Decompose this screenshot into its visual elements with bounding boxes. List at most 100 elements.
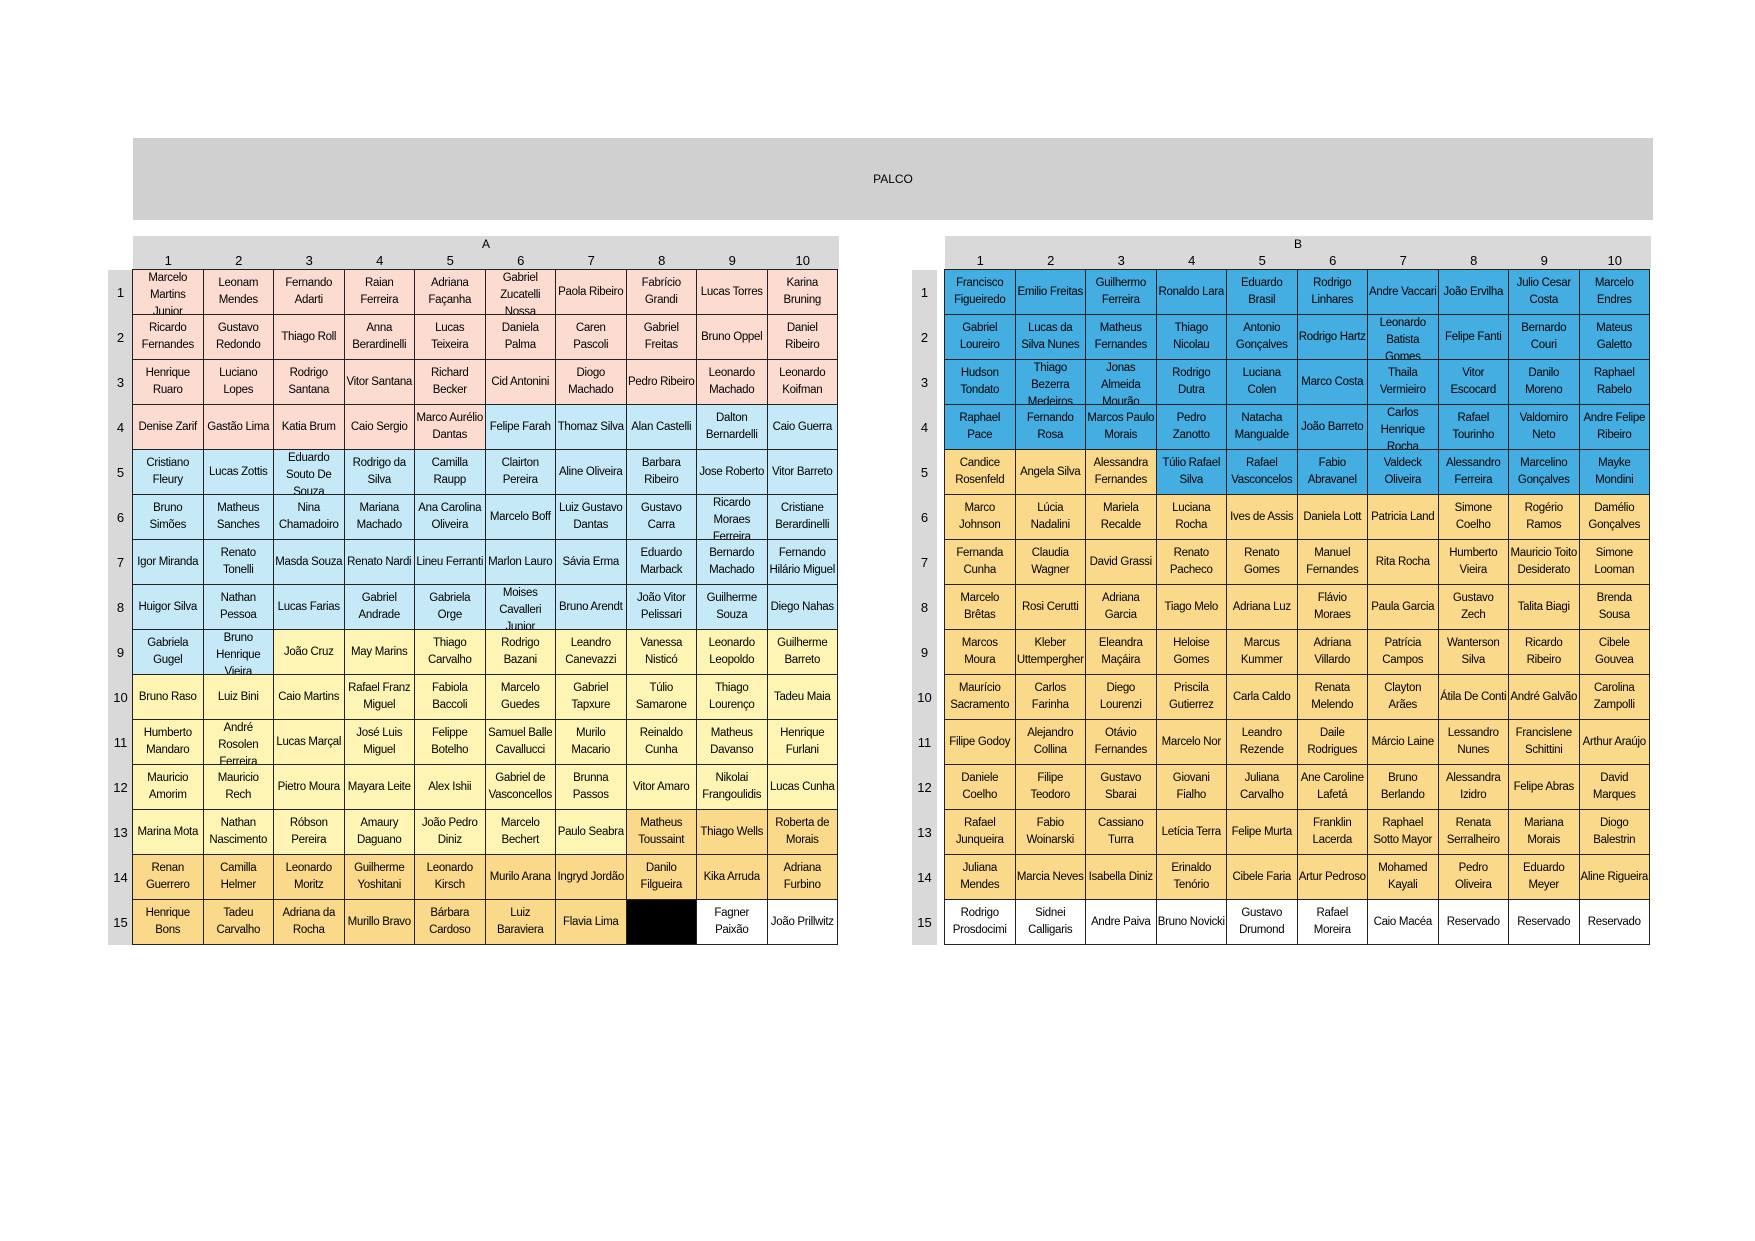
seat-cell: Adriana Villardo bbox=[1297, 630, 1368, 675]
seat-name: Túlio Rafael Silva bbox=[1162, 457, 1221, 486]
row-number: 4 bbox=[920, 420, 929, 435]
seat-name: Clayton Arães bbox=[1384, 682, 1422, 711]
seat-cell: David Marques bbox=[1579, 765, 1650, 810]
seat-name: Adriana da Rocha bbox=[282, 907, 336, 936]
seat-name: Barbara Ribeiro bbox=[641, 457, 681, 486]
seat-cell: Fabio Woinarski bbox=[1015, 810, 1086, 855]
seat-cell: Lucas Cunha bbox=[767, 765, 838, 810]
seat-cell: Karina Bruning bbox=[767, 270, 838, 315]
seat-cell: André Rosolen Ferreira bbox=[203, 720, 274, 765]
seat-cell: Mohamed Kayali bbox=[1368, 855, 1439, 900]
seat-name: Lucas Cunha bbox=[770, 780, 835, 793]
seat-name: Diogo Machado bbox=[568, 367, 614, 396]
column-number: 9 bbox=[1540, 253, 1548, 268]
seat-name: Fabrício Grandi bbox=[641, 277, 681, 306]
column-number: 8 bbox=[658, 253, 666, 268]
seat-name: Bruno Raso bbox=[138, 690, 197, 703]
seat-cell: Rodrigo Santana bbox=[274, 360, 345, 405]
column-number: 6 bbox=[517, 253, 525, 268]
seat-name: André Rosolen Ferreira bbox=[218, 721, 259, 765]
seat-name: Cassiano Turra bbox=[1097, 817, 1144, 846]
seat-name: Raphael Rabelo bbox=[1593, 367, 1635, 396]
seat-name: Paulo Seabra bbox=[557, 825, 624, 838]
seat-name: Pedro Zanotto bbox=[1172, 412, 1210, 441]
seat-name: João Ervilha bbox=[1443, 285, 1504, 298]
seat-name: Felipe Farah bbox=[489, 420, 551, 433]
seat-name: Adriana Villardo bbox=[1313, 637, 1352, 666]
seat-cell: Renato Nardi bbox=[344, 540, 415, 585]
seat-name: Raian Ferreira bbox=[360, 277, 399, 306]
seat-name: Leonardo Moritz bbox=[285, 862, 333, 891]
seat-name: Eduardo Marback bbox=[640, 547, 683, 576]
seat-name: Matheus Fernandes bbox=[1094, 322, 1148, 351]
seat-name: Rodrigo da Silva bbox=[352, 457, 407, 486]
seat-cell: Rodrigo Dutra bbox=[1156, 360, 1227, 405]
row-number: 2 bbox=[116, 330, 125, 345]
seat-name: Felipe Fanti bbox=[1445, 330, 1502, 343]
seat-name: Marcelo Martins Junior bbox=[148, 271, 188, 315]
seat-cell: Murilo Macario bbox=[556, 720, 627, 765]
seat-cell: Gabriel Freitas bbox=[626, 315, 697, 360]
row-number: 3 bbox=[920, 375, 929, 390]
row-number: 6 bbox=[920, 510, 929, 525]
seat-cell: Daniel Ribeiro bbox=[767, 315, 838, 360]
seat-cell: João Barreto bbox=[1297, 405, 1368, 450]
seat-cell: Carlos Henrique Rocha bbox=[1368, 405, 1439, 450]
seat-name: Luiz Baraviera bbox=[496, 907, 544, 936]
seat-name: Guilherme Yoshitani bbox=[354, 862, 405, 891]
seat-name: Ricardo Moraes Ferreira bbox=[712, 496, 751, 540]
seat-name: Carla Caldo bbox=[1233, 690, 1291, 703]
seat-cell: Franklin Lacerda bbox=[1297, 810, 1368, 855]
seat-name: Vitor Escocard bbox=[1450, 367, 1497, 396]
seat-name: Lucas Zottis bbox=[209, 465, 268, 478]
seat-cell: Gastão Lima bbox=[203, 405, 274, 450]
seat-cell: Diogo Machado bbox=[556, 360, 627, 405]
seat-name: Mohamed Kayali bbox=[1378, 862, 1428, 891]
seat-name: Bruno Simões bbox=[149, 502, 187, 531]
seat-name: Priscila Gutierrez bbox=[1168, 682, 1214, 711]
seat-cell: Rodrigo Prosdocimi bbox=[945, 900, 1016, 945]
seat-cell: Rita Rocha bbox=[1368, 540, 1439, 585]
seat-cell: Rodrigo da Silva bbox=[344, 450, 415, 495]
seat-cell: Wanterson Silva bbox=[1438, 630, 1509, 675]
seat-name: Raphael Pace bbox=[959, 412, 1001, 441]
section-b-column-header: 1 2 3 4 5 6 7 8 9 10 bbox=[945, 251, 1651, 269]
seat-name: Antonio Gonçalves bbox=[1235, 322, 1288, 351]
seat-name: Thiago Lourenço bbox=[708, 682, 755, 711]
seat-cell: Patricia Land bbox=[1368, 495, 1439, 540]
seat-name: Túlio Samarone bbox=[635, 682, 687, 711]
seat-cell: Simone Looman bbox=[1579, 540, 1650, 585]
seat-name: Adriana Façanha bbox=[428, 277, 472, 306]
row-number: 12 bbox=[113, 780, 128, 795]
seat-name: Leonardo Koifman bbox=[779, 367, 826, 396]
seat-name: Andre Vaccari bbox=[1369, 285, 1437, 298]
seat-cell: Túlio Samarone bbox=[626, 675, 697, 720]
seat-cell: Valdeck Oliveira bbox=[1368, 450, 1439, 495]
section-a-row-header: 1 2 3 4 5 6 7 8 9 10 11 12 13 14 15 bbox=[108, 270, 133, 945]
seat-name: Murilo Macario bbox=[571, 727, 611, 756]
seat-cell: Adriana Luz bbox=[1227, 585, 1298, 630]
seat-name: Caio Sergio bbox=[350, 420, 408, 433]
seat-cell: Cibele Faria bbox=[1227, 855, 1298, 900]
seat-name: Lineu Ferranti bbox=[416, 555, 484, 568]
seat-cell: Cassiano Turra bbox=[1086, 810, 1157, 855]
seat-name: Bruno Arendt bbox=[558, 600, 623, 613]
seat-cell: Bruno Henrique Vieira bbox=[203, 630, 274, 675]
seat-name: Giovani Fialho bbox=[1172, 772, 1210, 801]
seat-name: Alessandra Izidro bbox=[1445, 772, 1501, 801]
seat-name: Rita Rocha bbox=[1375, 555, 1430, 568]
seat-cell: Felipe Farah bbox=[485, 405, 556, 450]
seat-name: Marco Aurélio Dantas bbox=[416, 412, 484, 441]
seat-name: Caren Pascoli bbox=[573, 322, 609, 351]
seat-name: Fabio Abravanel bbox=[1307, 457, 1357, 486]
column-number: 6 bbox=[1329, 253, 1337, 268]
seat-cell: Ronaldo Lara bbox=[1156, 270, 1227, 315]
seat-cell: Hudson Tondato bbox=[945, 360, 1016, 405]
seat-name: Alex Ishii bbox=[428, 780, 472, 793]
seat-cell: Luiz Gustavo Dantas bbox=[556, 495, 627, 540]
seat-name: Matheus Toussaint bbox=[638, 817, 685, 846]
seat-name: Lucas Teixeira bbox=[431, 322, 469, 351]
seat-name: Bernardo Machado bbox=[709, 547, 755, 576]
seat-name: Thiago Roll bbox=[281, 330, 337, 343]
column-number: 4 bbox=[1188, 253, 1196, 268]
